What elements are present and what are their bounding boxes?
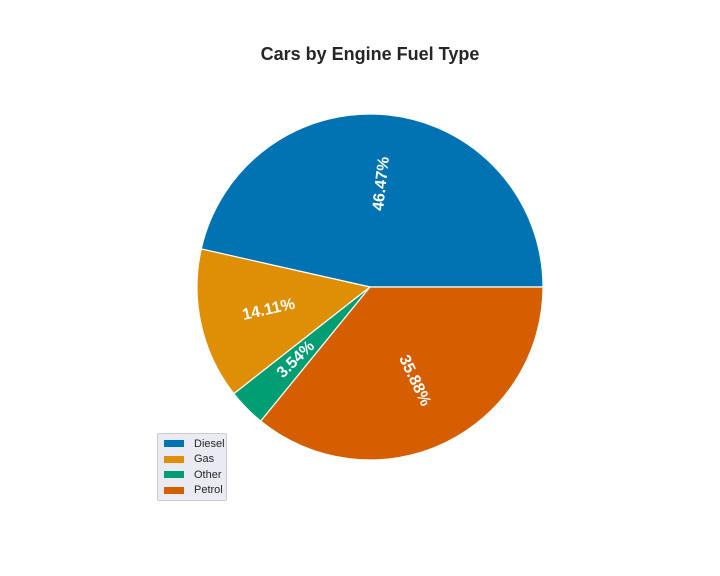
legend-item-gas: Gas <box>158 452 226 468</box>
pie-slice-gas <box>196 248 372 395</box>
chart-title: Cars by Engine Fuel Type <box>260 44 480 64</box>
legend-swatch <box>164 455 184 463</box>
legend-swatch <box>164 471 184 479</box>
legend-label: Other <box>194 468 222 481</box>
legend-item-petrol: Petrol <box>158 483 226 499</box>
legend-swatch <box>164 440 184 448</box>
legend-swatch <box>164 486 184 494</box>
legend-item-other: Other <box>158 467 226 483</box>
legend-item-diesel: Diesel <box>158 436 226 452</box>
legend: Diesel Gas Other Petrol <box>157 433 227 501</box>
legend-label: Gas <box>194 453 215 466</box>
pie-slices <box>196 113 544 461</box>
pie-slice-diesel <box>200 113 544 288</box>
pie-slice-petrol <box>259 286 544 461</box>
legend-label: Diesel <box>194 437 225 450</box>
legend-label: Petrol <box>194 484 223 497</box>
pie-label-diesel: 46.47% <box>370 156 393 212</box>
